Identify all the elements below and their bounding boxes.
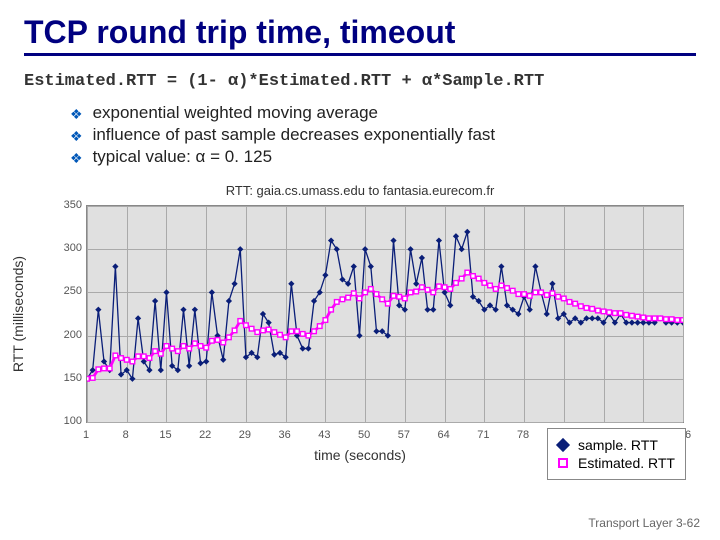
diamond-icon: ❖: [70, 128, 83, 145]
diamond-icon: ❖: [70, 150, 83, 167]
x-tick-label: 43: [318, 429, 330, 441]
chart-title: RTT: gaia.cs.umass.edu to fantasia.eurec…: [30, 183, 690, 198]
square-marker-icon: [558, 458, 568, 468]
legend-item-sample: sample. RTT: [558, 437, 675, 453]
chart-legend: sample. RTT Estimated. RTT: [547, 428, 686, 480]
title-underline: [24, 53, 696, 56]
y-tick-label: 100: [58, 415, 82, 427]
bullet-text: exponential weighted moving average: [93, 103, 378, 123]
bullet-item: ❖ typical value: α = 0. 125: [70, 147, 696, 167]
x-tick-label: 71: [477, 429, 489, 441]
x-tick-label: 50: [358, 429, 370, 441]
bullet-item: ❖ influence of past sample decreases exp…: [70, 125, 696, 145]
y-tick-label: 350: [58, 199, 82, 211]
bullet-list: ❖ exponential weighted moving average ❖ …: [0, 103, 720, 177]
y-tick-label: 250: [58, 285, 82, 297]
y-axis-label: RTT (milliseconds): [10, 256, 26, 372]
legend-label: Estimated. RTT: [578, 455, 675, 471]
x-tick-label: 1: [83, 429, 89, 441]
diamond-marker-icon: [556, 438, 570, 452]
y-tick-label: 300: [58, 242, 82, 254]
x-tick-label: 78: [517, 429, 529, 441]
y-tick-label: 150: [58, 372, 82, 384]
diamond-icon: ❖: [70, 106, 83, 123]
bullet-text: influence of past sample decreases expon…: [93, 125, 496, 145]
x-tick-label: 22: [199, 429, 211, 441]
page-title: TCP round trip time, timeout: [0, 0, 720, 53]
x-tick-label: 64: [437, 429, 449, 441]
legend-label: sample. RTT: [578, 437, 658, 453]
legend-item-estimated: Estimated. RTT: [558, 455, 675, 471]
x-tick-label: 15: [159, 429, 171, 441]
formula-text: Estimated.RTT = (1- α)*Estimated.RTT + α…: [0, 68, 720, 101]
slide-footer: Transport Layer 3-62: [588, 516, 700, 530]
y-tick-label: 200: [58, 329, 82, 341]
x-tick-label: 8: [123, 429, 129, 441]
bullet-item: ❖ exponential weighted moving average: [70, 103, 696, 123]
bullet-text: typical value: α = 0. 125: [93, 147, 272, 167]
x-tick-label: 29: [239, 429, 251, 441]
plot-area: [86, 205, 684, 423]
x-tick-label: 36: [279, 429, 291, 441]
rtt-chart: RTT: gaia.cs.umass.edu to fantasia.eurec…: [30, 183, 690, 445]
x-tick-label: 57: [398, 429, 410, 441]
